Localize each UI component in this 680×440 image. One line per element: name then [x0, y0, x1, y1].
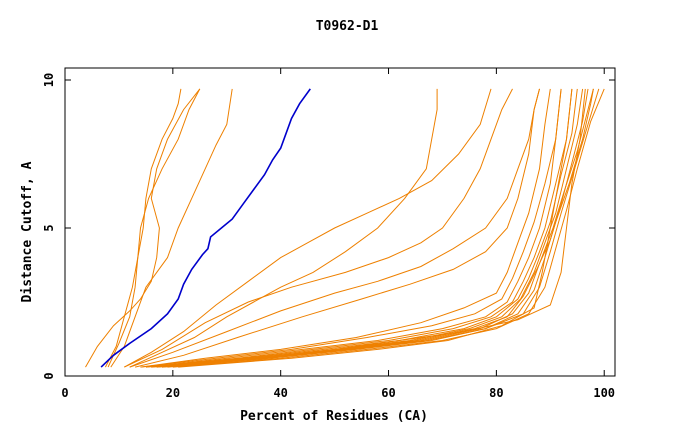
y-axis: 0 5 10: [42, 73, 615, 380]
x-axis: 0 20 40 60 80 100: [61, 68, 615, 400]
series-line: [178, 88, 573, 368]
y-tick-label: 10: [42, 73, 56, 87]
chart-title: T0962-D1: [316, 19, 379, 34]
y-tick-label: 0: [42, 372, 56, 379]
series-line: [156, 88, 594, 368]
series-line: [134, 88, 540, 368]
x-tick-label: 60: [381, 386, 395, 400]
series-line: [129, 88, 438, 368]
series-line: [129, 88, 540, 368]
series-line: [172, 88, 605, 368]
x-tick-label: 40: [273, 386, 287, 400]
series-layer: [85, 88, 605, 368]
y-tick-label: 5: [42, 224, 56, 231]
x-tick-label: 20: [166, 386, 180, 400]
series-line: [156, 88, 589, 368]
series-line: [145, 88, 573, 368]
x-tick-label: 100: [593, 386, 615, 400]
series-line: [162, 88, 586, 368]
y-axis-label: Distance Cutoff, A: [20, 161, 35, 302]
series-line: [104, 88, 182, 368]
plot-border: [64, 67, 616, 377]
highlight-series-line: [100, 88, 311, 368]
series-line: [140, 88, 551, 368]
series-line: [162, 88, 594, 368]
x-axis-label: Percent of Residues (CA): [240, 409, 428, 424]
series-line: [151, 88, 578, 368]
series-line: [151, 88, 584, 368]
series-line: [145, 88, 562, 368]
x-tick-label: 80: [489, 386, 503, 400]
plot-frame: [64, 67, 616, 377]
series-line: [140, 88, 562, 368]
series-line: [85, 88, 201, 368]
series-line: [124, 88, 513, 368]
series-line: [124, 88, 492, 368]
series-line: [110, 88, 233, 368]
series-line: [107, 88, 201, 368]
series-line: [167, 88, 600, 368]
x-tick-label: 0: [61, 386, 68, 400]
